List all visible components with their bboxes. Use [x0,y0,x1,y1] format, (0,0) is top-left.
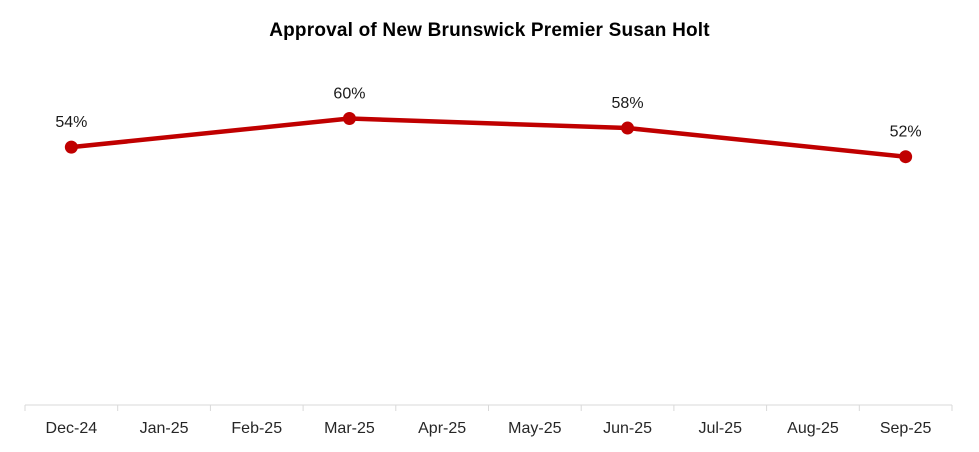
x-axis-label: May-25 [508,420,561,437]
data-point-label: 60% [333,86,365,103]
x-axis-label: Feb-25 [231,420,282,437]
x-axis-label: Aug-25 [787,420,839,437]
data-point-marker [342,112,356,125]
data-point-label: 54% [55,114,87,131]
data-point-marker [64,140,78,154]
x-axis-label: Jun-25 [603,420,652,437]
x-axis-label: Apr-25 [418,420,466,437]
x-axis-label: Sep-25 [880,420,932,437]
x-axis-label: Dec-24 [46,420,98,437]
x-axis-label: Jul-25 [698,420,742,437]
data-point-marker [621,121,635,135]
data-point-marker [899,150,913,164]
x-axis-label: Mar-25 [324,420,375,437]
data-point-label: 58% [612,95,644,112]
chart-title: Approval of New Brunswick Premier Susan … [269,20,710,41]
x-axis-label: Jan-25 [140,420,189,437]
data-point-label: 52% [890,124,922,141]
series-line [69,116,908,159]
